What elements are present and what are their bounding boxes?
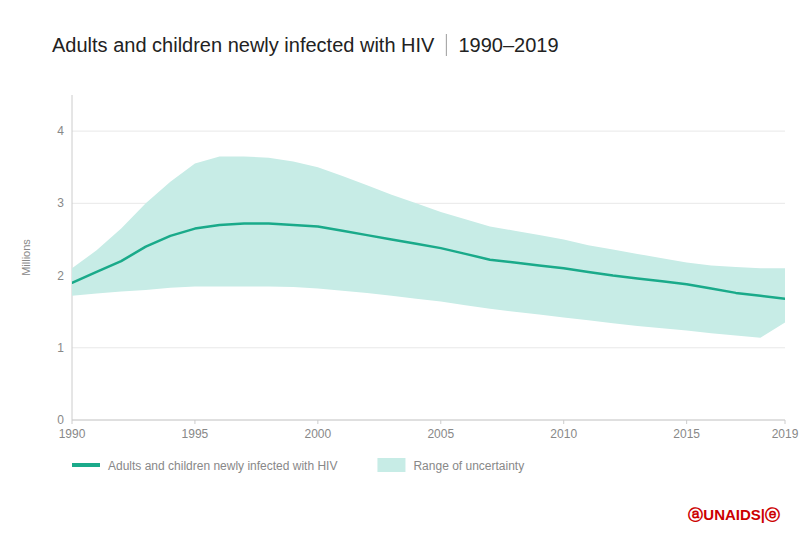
x-tick-label: 2015 (673, 427, 700, 441)
subtitle: 1990–2019 (458, 34, 558, 56)
x-axis-line (72, 420, 785, 421)
y-tick-label: 3 (57, 196, 64, 210)
x-tick (785, 420, 786, 424)
marks (72, 156, 785, 337)
grid (72, 131, 785, 420)
grid-line (72, 347, 785, 348)
uncertainty-band (72, 156, 785, 337)
y-tick-label: 1 (57, 341, 64, 355)
x-tick-label: 1990 (59, 427, 86, 441)
y-axis-line (72, 95, 73, 420)
chart: Adults and children newly infected with … (0, 0, 810, 540)
legend-swatch-band (377, 458, 405, 472)
x-tick-label: 2000 (305, 427, 332, 441)
title-separator (446, 34, 447, 56)
legend-label: Range of uncertainty (413, 459, 524, 473)
y-tick-label: 2 (57, 269, 64, 283)
grid-line (72, 131, 785, 132)
x-tick-label: 1995 (182, 427, 209, 441)
legend-label: Adults and children newly infected with … (108, 459, 337, 473)
grid-line (72, 420, 785, 421)
y-tick-label: 4 (57, 124, 64, 138)
title: Adults and children newly infected with … (52, 34, 435, 56)
x-tick-label: 2005 (427, 427, 454, 441)
x-tick (563, 420, 564, 424)
x-tick (686, 420, 687, 424)
y-tick-label: 0 (57, 413, 64, 427)
x-tick (194, 420, 195, 424)
logo-annotation: ⓐUNAIDS|ⓔ (688, 506, 780, 523)
legend: Adults and children newly infected with … (72, 458, 524, 473)
x-tick-label: 2019 (772, 427, 799, 441)
y-axis-label: Millions (20, 239, 32, 276)
title-group: Adults and children newly infected with … (52, 34, 559, 56)
x-tick (440, 420, 441, 424)
x-tick (72, 420, 73, 424)
x-tick-label: 2010 (550, 427, 577, 441)
central-line (72, 224, 785, 299)
axes: 0 1 2 3 4 1990 1995 2000 2005 2010 2015 2019 Million… (20, 95, 799, 441)
legend-swatch-line (72, 463, 100, 467)
x-tick (317, 420, 318, 424)
